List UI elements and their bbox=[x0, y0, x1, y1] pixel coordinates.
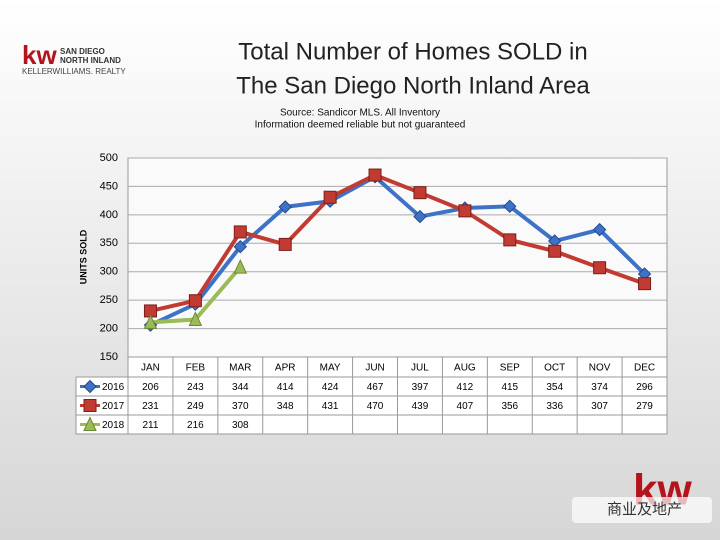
marker bbox=[592, 222, 607, 237]
x-tick-label: JUL bbox=[411, 363, 429, 374]
table-value: 243 bbox=[187, 382, 204, 393]
legend-label: 2016 bbox=[102, 382, 125, 393]
marker bbox=[83, 379, 97, 394]
table-value: 354 bbox=[546, 382, 563, 393]
chart-title: The San Diego North Inland Area bbox=[236, 72, 590, 99]
y-tick-label: 500 bbox=[100, 152, 118, 164]
marker bbox=[323, 190, 337, 204]
table-value: 231 bbox=[142, 401, 159, 412]
y-tick-label: 250 bbox=[100, 294, 118, 306]
marker bbox=[503, 233, 517, 247]
x-tick-label: MAR bbox=[229, 363, 251, 374]
marker bbox=[458, 204, 472, 218]
table-value: 211 bbox=[142, 420, 158, 431]
legend-label: 2017 bbox=[102, 401, 125, 412]
y-tick-label: 400 bbox=[100, 209, 118, 221]
x-tick-label: DEC bbox=[634, 363, 655, 374]
x-tick-label: JUN bbox=[365, 363, 384, 374]
x-tick-label: MAY bbox=[320, 363, 341, 374]
y-tick-label: 300 bbox=[100, 266, 118, 278]
table-value: 296 bbox=[636, 382, 653, 393]
table-value: 415 bbox=[501, 382, 518, 393]
plot-area bbox=[127, 157, 668, 358]
marker bbox=[278, 237, 292, 251]
y-tick-label: 450 bbox=[100, 180, 118, 192]
table-value: 374 bbox=[591, 382, 608, 393]
x-tick-label: NOV bbox=[589, 363, 611, 374]
table-value: 279 bbox=[636, 401, 653, 412]
chart-title: Total Number of Homes SOLD in bbox=[238, 38, 587, 65]
marker bbox=[638, 277, 652, 291]
x-tick-label: SEP bbox=[500, 363, 520, 374]
table-value: 424 bbox=[322, 382, 339, 393]
watermark: 商业及地产 bbox=[607, 501, 682, 518]
table-value: 206 bbox=[142, 382, 159, 393]
marker bbox=[233, 225, 247, 239]
table-value: 249 bbox=[187, 401, 204, 412]
table-value: 439 bbox=[412, 401, 429, 412]
x-tick-label: OCT bbox=[544, 363, 565, 374]
marker bbox=[188, 294, 202, 308]
x-tick-label: APR bbox=[275, 363, 296, 374]
table-value: 414 bbox=[277, 382, 294, 393]
table-value: 216 bbox=[187, 420, 204, 431]
marker bbox=[233, 258, 248, 274]
marker bbox=[503, 199, 517, 214]
table-value: 356 bbox=[501, 401, 518, 412]
legend-label: 2018 bbox=[102, 420, 125, 431]
marker bbox=[548, 244, 562, 258]
table-value: 308 bbox=[232, 420, 249, 431]
marker bbox=[233, 239, 247, 254]
marker bbox=[83, 399, 97, 412]
series-line bbox=[149, 174, 646, 327]
logo-mark: kw bbox=[22, 40, 57, 70]
marker bbox=[413, 186, 427, 200]
marker bbox=[188, 311, 203, 326]
x-tick-label: JAN bbox=[141, 363, 160, 374]
table-value: 467 bbox=[367, 382, 384, 393]
logo-text: SAN DIEGO bbox=[60, 47, 105, 56]
x-tick-label: FEB bbox=[186, 363, 206, 374]
table-value: 431 bbox=[322, 401, 339, 412]
marker bbox=[83, 416, 97, 431]
y-tick-label: 350 bbox=[100, 237, 118, 249]
y-tick-label: 200 bbox=[100, 322, 118, 334]
table-value: 470 bbox=[367, 401, 384, 412]
table-value: 412 bbox=[457, 382, 474, 393]
table-value: 307 bbox=[591, 401, 608, 412]
marker bbox=[143, 314, 158, 329]
marker bbox=[278, 200, 292, 214]
subtitle: Source: Sandicor MLS. All Inventory bbox=[280, 108, 440, 119]
table-value: 336 bbox=[546, 401, 563, 412]
table-value: 370 bbox=[232, 401, 249, 412]
watermark-bg bbox=[572, 497, 712, 523]
subtitle: Information deemed reliable but not guar… bbox=[255, 120, 466, 131]
y-axis-label: UNITS SOLD bbox=[78, 229, 88, 284]
table-value: 344 bbox=[232, 382, 249, 393]
logo-company: KELLERWILLIAMS. REALTY bbox=[22, 67, 126, 76]
marker bbox=[413, 209, 427, 224]
x-tick-label: AUG bbox=[454, 363, 476, 374]
table-value: 407 bbox=[457, 401, 474, 412]
table bbox=[75, 376, 668, 435]
series-line bbox=[150, 173, 646, 313]
marker bbox=[593, 261, 607, 275]
table-value: 348 bbox=[277, 401, 294, 412]
y-tick-label: 150 bbox=[100, 351, 118, 363]
table-value: 397 bbox=[412, 382, 429, 393]
logo-text: NORTH INLAND bbox=[60, 56, 121, 65]
marker bbox=[368, 168, 382, 182]
